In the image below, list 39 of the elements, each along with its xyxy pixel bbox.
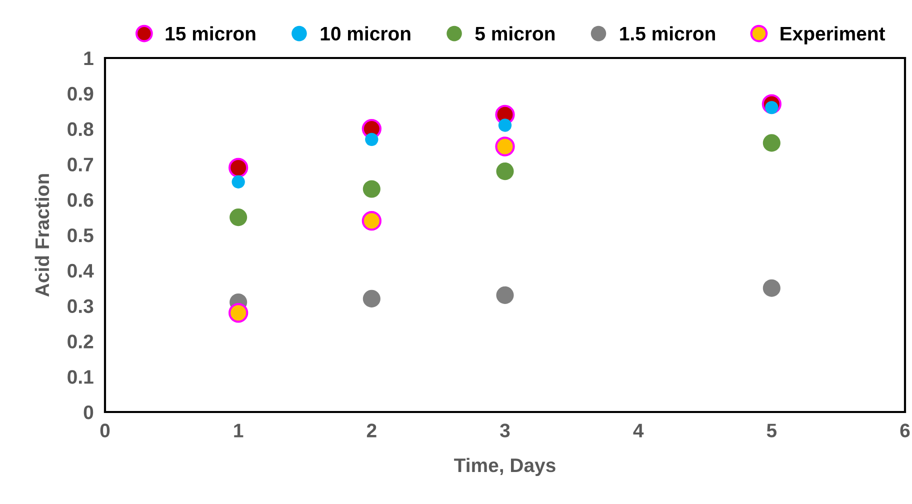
point — [762, 279, 780, 297]
y-tick-label: 0.6 — [68, 193, 94, 207]
point — [362, 211, 382, 231]
legend-label: 1.5 micron — [620, 26, 715, 41]
point — [228, 303, 248, 323]
point — [228, 158, 248, 178]
x-tick-label: 6 — [900, 424, 910, 438]
y-tick-label: 0 — [84, 405, 94, 420]
point — [495, 136, 515, 156]
y-tick-label: 0.2 — [68, 334, 94, 348]
point — [362, 290, 380, 308]
x-tick-label: 3 — [500, 424, 510, 438]
x-tick-label: 4 — [633, 424, 644, 438]
x-tick-label: 5 — [766, 424, 777, 438]
point — [365, 132, 378, 146]
y-tick-label: 1 — [84, 52, 94, 66]
point — [232, 175, 245, 188]
legend-label: 10 micron — [320, 26, 410, 41]
legend-label: Experiment — [780, 26, 886, 44]
y-tick-label: 0.3 — [68, 299, 94, 314]
legend-label: 5 micron — [475, 26, 555, 41]
point — [496, 286, 514, 304]
y-tick-label: 0.4 — [68, 264, 94, 278]
legend-label: 15 micron — [166, 26, 256, 41]
x-tick-label: 2 — [366, 424, 376, 438]
y-axis-title: Acid Fraction — [34, 174, 50, 297]
x-axis-title: Time, Days — [454, 458, 556, 476]
point — [498, 118, 512, 132]
point — [230, 208, 248, 226]
x-tick-label: 0 — [100, 424, 110, 438]
y-tick-label: 0.1 — [68, 370, 94, 384]
point — [362, 180, 380, 198]
y-tick-label: 0.8 — [68, 122, 94, 136]
y-tick-label: 0.7 — [68, 158, 94, 172]
y-tick-label: 0.5 — [68, 228, 94, 242]
point — [762, 134, 780, 152]
x-tick-label: 1 — [234, 424, 244, 438]
y-tick-label: 0.9 — [68, 86, 94, 101]
point — [496, 162, 514, 180]
